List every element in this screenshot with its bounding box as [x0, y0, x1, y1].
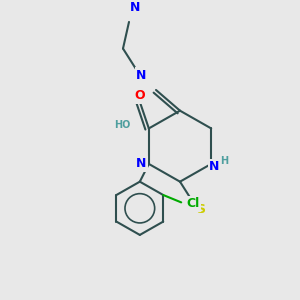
Text: N: N: [136, 158, 146, 170]
Text: H: H: [220, 156, 229, 166]
Text: N: N: [130, 1, 140, 13]
Text: N: N: [209, 160, 219, 173]
Text: HO: HO: [114, 121, 130, 130]
Text: O: O: [134, 89, 145, 102]
Text: Cl: Cl: [187, 197, 200, 210]
Text: N: N: [136, 69, 146, 82]
Text: S: S: [196, 203, 206, 216]
